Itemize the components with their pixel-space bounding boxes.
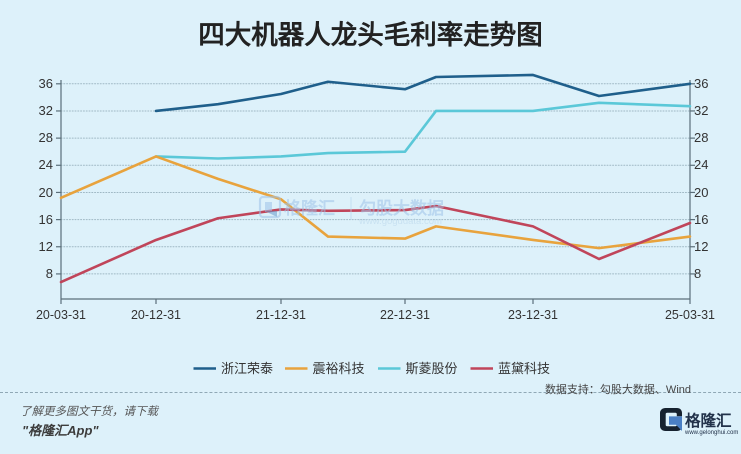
svg-text:www.gelonghui.com: www.gelonghui.com: [684, 430, 738, 436]
svg-text:格隆汇: 格隆汇: [685, 411, 732, 430]
